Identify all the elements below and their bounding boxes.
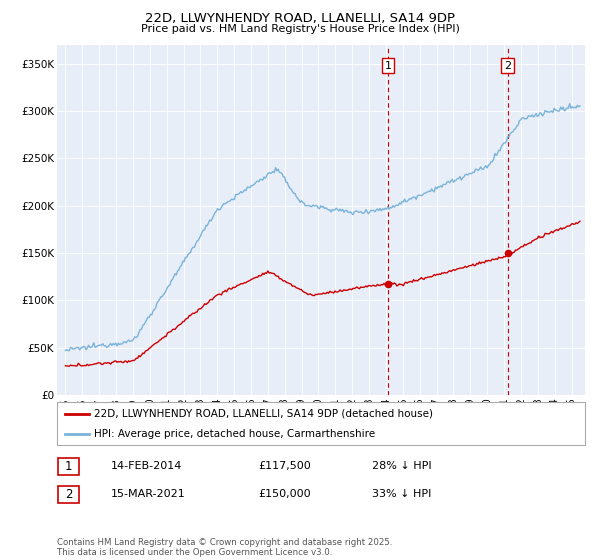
FancyBboxPatch shape [58,486,79,503]
Text: Contains HM Land Registry data © Crown copyright and database right 2025.
This d: Contains HM Land Registry data © Crown c… [57,538,392,557]
Text: 1: 1 [65,460,72,473]
Text: 14-FEB-2014: 14-FEB-2014 [111,461,182,471]
Text: £150,000: £150,000 [258,489,311,499]
Text: Price paid vs. HM Land Registry's House Price Index (HPI): Price paid vs. HM Land Registry's House … [140,24,460,34]
Text: HPI: Average price, detached house, Carmarthenshire: HPI: Average price, detached house, Carm… [94,430,375,439]
FancyBboxPatch shape [57,402,585,445]
Text: 1: 1 [385,60,391,71]
Text: 22D, LLWYNHENDY ROAD, LLANELLI, SA14 9DP: 22D, LLWYNHENDY ROAD, LLANELLI, SA14 9DP [145,12,455,25]
Text: 2: 2 [504,60,511,71]
Text: 22D, LLWYNHENDY ROAD, LLANELLI, SA14 9DP (detached house): 22D, LLWYNHENDY ROAD, LLANELLI, SA14 9DP… [94,409,433,419]
Text: 28% ↓ HPI: 28% ↓ HPI [372,461,431,471]
FancyBboxPatch shape [58,458,79,475]
Text: 33% ↓ HPI: 33% ↓ HPI [372,489,431,499]
Text: 2: 2 [65,488,72,501]
Text: £117,500: £117,500 [258,461,311,471]
Text: 15-MAR-2021: 15-MAR-2021 [111,489,186,499]
